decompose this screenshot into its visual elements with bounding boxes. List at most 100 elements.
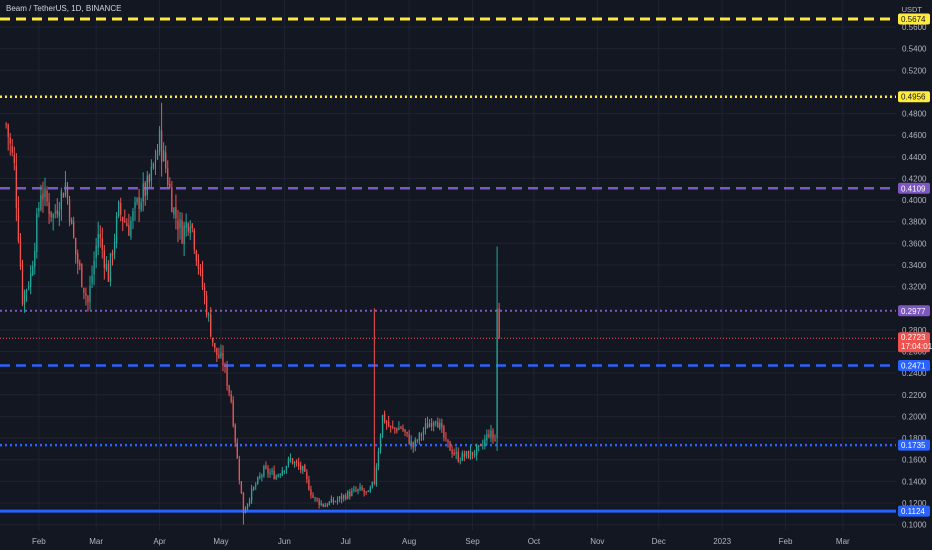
candle-body [451,450,453,454]
candle-body [398,427,400,431]
candle-body [136,198,138,203]
candle-body [58,211,60,217]
price-tag [898,439,930,451]
candle-body [404,429,406,433]
candle-body [242,492,245,514]
x-tick-label: Jun [278,537,291,546]
price-tag [898,359,930,371]
candle-body [488,434,490,437]
y-tick-label: 0.3400 [902,261,927,270]
candle-body [210,314,212,337]
candle-body [330,498,333,503]
candle-body [439,422,441,429]
candle-body [492,430,494,439]
candle-body [361,487,363,491]
candle-body [443,426,445,438]
candle-body [291,458,294,464]
candle-body [469,451,472,459]
x-tick-label: Aug [402,537,416,546]
candle-body [328,501,331,505]
last-price-value: 0.2723 [901,333,926,342]
candle-body [400,427,402,429]
candle-body [113,241,116,255]
symbol-title[interactable]: Beam / TetherUS, 1D, BINANCE [6,4,122,13]
candle-body [138,196,140,209]
candle-body [283,470,286,472]
candle-body [230,394,232,402]
candle-body [293,461,296,464]
candle-body [23,291,26,305]
candle-body [154,160,157,162]
candle-body [302,466,304,471]
candle-body [185,222,187,228]
candle-body [457,451,459,462]
candle-body [72,221,75,238]
candle-body [422,430,425,435]
candle-body [124,221,126,223]
candle-body [15,165,18,208]
candle-body [498,308,500,339]
y-tick-label: 0.5600 [902,23,927,32]
candle-body [222,352,224,366]
candle-body [101,238,103,250]
y-axis: 0.1000 0.1200 0.1400 0.1600 0.1800 0.2000 0.22… [902,23,927,530]
candle-body [494,439,496,441]
candle-body [287,458,290,465]
y-tick-label: 0.4800 [902,110,927,119]
currency-label[interactable]: USDT [901,5,922,14]
candle-body [134,201,136,209]
candle-body [21,264,24,304]
candle-body [195,250,198,262]
x-tick-label: Feb [779,537,793,546]
candle-body [318,499,320,505]
candle-body [77,253,79,264]
candle-body [295,461,298,464]
candle-body [13,154,15,164]
candle-body [212,337,214,343]
grid-layer [0,0,896,530]
candle-body [244,508,247,513]
price-tag-label: 0.1735 [901,441,926,450]
candle-body [340,495,343,500]
candle-body [359,486,361,490]
candle-body [312,495,314,498]
candle-body [70,219,73,225]
candle-body [441,423,443,428]
candle-body [19,240,22,267]
candle-body [357,489,359,491]
candle-body [169,184,171,188]
candle-body [232,400,234,426]
candle-body [478,445,480,447]
candle-body [205,295,208,316]
candle-body [81,264,83,287]
candle-body [52,214,54,218]
candle-body [467,451,470,459]
candle-body [343,495,345,499]
candle-body [373,481,376,484]
candle-body [148,175,150,183]
candle-body [355,489,357,491]
candle-body [99,234,101,238]
candle-body [75,237,77,255]
candle-body [437,422,439,428]
price-axis-panel [896,0,932,550]
candle-body [480,444,482,446]
price-tag [898,182,930,194]
candle-body [34,251,36,267]
candle-body [349,491,351,497]
candle-body [152,163,155,168]
candle-body [54,211,56,213]
candle-body [257,477,259,485]
candle-body [424,423,427,430]
time-axis-panel [0,530,896,550]
candle-body [347,491,349,499]
candle-body [363,490,365,493]
candle-body [36,213,38,253]
candle-body [324,505,326,508]
candle-body [50,211,52,218]
candle-body [353,489,355,491]
candle-body [142,183,144,202]
price-tag-label: 0.2977 [901,307,926,316]
